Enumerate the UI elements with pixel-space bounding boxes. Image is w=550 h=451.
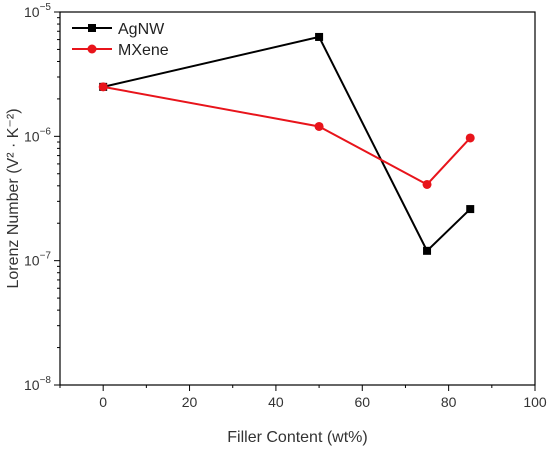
- data-point: [314, 121, 324, 131]
- x-axis-title: Filler Content (wt%): [227, 429, 367, 446]
- legend-label: MXene: [118, 42, 169, 59]
- y-tick-label: 10−7: [24, 251, 51, 269]
- legend-item: AgNW: [72, 21, 165, 38]
- data-point: [423, 246, 432, 255]
- legend-label: AgNW: [118, 21, 165, 38]
- x-tick-label: 100: [523, 394, 547, 410]
- x-tick-label: 40: [268, 394, 284, 410]
- y-tick-label: 10−8: [24, 375, 51, 393]
- y-tick-label: 10−6: [24, 126, 51, 144]
- series-layer: [98, 32, 475, 255]
- legend-marker: [87, 44, 97, 54]
- x-tick-label: 60: [354, 394, 370, 410]
- y-axis-title: Lorenz Number (V² · K⁻²): [5, 108, 22, 288]
- data-point: [315, 32, 324, 41]
- y-tick-label: 10−5: [24, 2, 51, 20]
- series-line: [103, 85, 471, 186]
- data-point: [465, 133, 475, 143]
- x-tick-label: 80: [441, 394, 457, 410]
- data-point: [422, 179, 432, 189]
- x-tick-label: 0: [99, 394, 107, 410]
- series-mxene: [98, 82, 475, 189]
- legend-item: MXene: [72, 42, 169, 59]
- plot-frame: [59, 11, 536, 386]
- ticks-layer: 0 20 40 60 80 100 10−8 10−7 10−6 10−5: [24, 2, 547, 410]
- x-tick-label: 20: [182, 394, 198, 410]
- data-point: [466, 205, 475, 214]
- series-line: [102, 35, 471, 253]
- legend-marker: [88, 24, 96, 32]
- legend: AgNW MXene: [72, 21, 169, 59]
- data-point: [98, 82, 108, 92]
